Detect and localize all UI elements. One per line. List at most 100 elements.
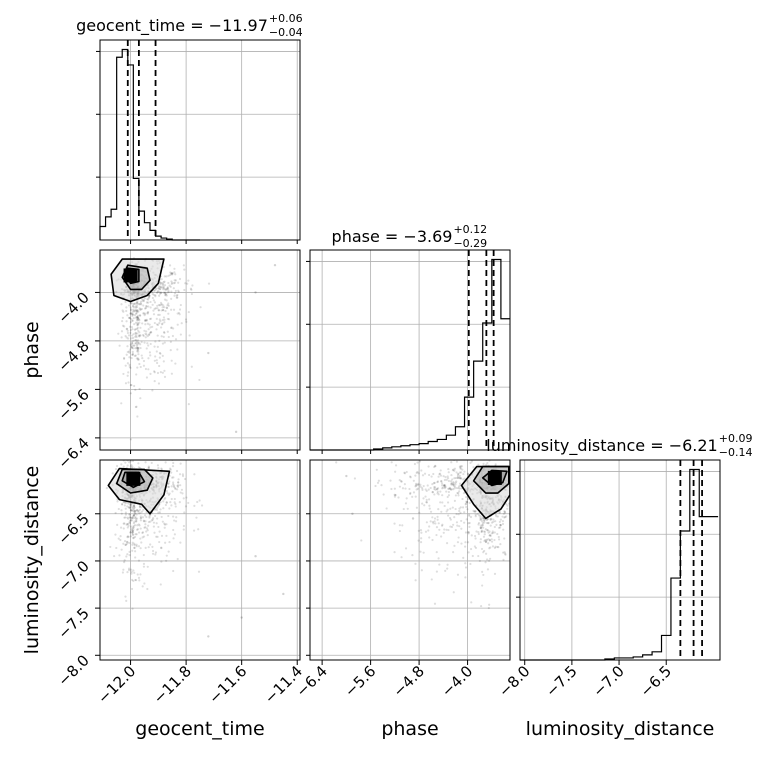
scatter-point bbox=[446, 501, 450, 504]
scatter-point bbox=[170, 485, 173, 488]
scatter-point bbox=[161, 318, 164, 322]
scatter-point bbox=[177, 289, 180, 292]
scatter-point bbox=[164, 294, 167, 297]
scatter-point bbox=[437, 522, 440, 525]
scatter-point bbox=[481, 523, 484, 526]
scatter-point bbox=[487, 521, 490, 525]
scatter-point bbox=[187, 501, 190, 505]
scatter-point bbox=[137, 466, 140, 469]
scatter-point bbox=[160, 291, 163, 294]
scatter-point bbox=[133, 535, 137, 539]
scatter-point bbox=[140, 340, 143, 344]
scatter-point bbox=[133, 457, 135, 459]
scatter-point bbox=[401, 487, 405, 490]
scatter-point bbox=[151, 296, 154, 300]
scatter-point bbox=[459, 476, 462, 480]
scatter-point bbox=[485, 539, 488, 542]
scatter-point bbox=[124, 516, 127, 519]
scatter-point bbox=[488, 534, 491, 537]
scatter-point bbox=[162, 291, 166, 294]
scatter-point bbox=[447, 479, 451, 483]
scatter-point bbox=[480, 530, 483, 534]
scatter-point bbox=[163, 331, 166, 335]
scatter-point bbox=[436, 487, 440, 490]
scatter-point bbox=[176, 348, 179, 351]
scatter-point bbox=[398, 478, 401, 482]
scatter-point bbox=[158, 351, 161, 355]
scatter-point bbox=[456, 474, 459, 478]
scatter-point bbox=[157, 309, 161, 312]
scatter-point bbox=[156, 334, 159, 337]
scatter-point bbox=[482, 526, 485, 529]
scatter-point bbox=[451, 488, 455, 491]
scatter-point bbox=[130, 568, 133, 571]
scatter-point bbox=[125, 542, 128, 545]
scatter-point bbox=[439, 490, 442, 493]
scatter-point bbox=[461, 497, 464, 501]
scatter-point bbox=[134, 518, 138, 521]
scatter-point bbox=[131, 328, 134, 331]
scatter-point bbox=[446, 567, 449, 570]
scatter-point bbox=[136, 321, 139, 325]
scatter-point bbox=[481, 524, 484, 527]
scatter-point bbox=[514, 488, 516, 490]
scatter-point bbox=[480, 529, 483, 532]
scatter-point bbox=[161, 286, 164, 289]
scatter-point bbox=[453, 544, 456, 547]
scatter-point bbox=[447, 490, 450, 494]
scatter-point bbox=[434, 464, 437, 467]
scatter-point bbox=[130, 340, 134, 343]
scatter-point bbox=[162, 500, 165, 503]
scatter-point bbox=[141, 531, 144, 534]
scatter-point bbox=[380, 484, 383, 487]
scatter-point bbox=[127, 517, 130, 520]
scatter-point bbox=[170, 471, 173, 474]
scatter-point bbox=[132, 579, 135, 583]
scatter-point bbox=[173, 267, 176, 270]
scatter-point bbox=[502, 512, 505, 515]
panel-frame bbox=[99, 39, 301, 241]
scatter-point bbox=[160, 560, 163, 563]
scatter-point bbox=[138, 303, 141, 306]
scatter-point bbox=[131, 531, 134, 535]
scatter-point bbox=[134, 578, 137, 582]
scatter-point bbox=[451, 478, 454, 481]
scatter-point bbox=[129, 343, 132, 346]
scatter-point bbox=[141, 298, 144, 301]
scatter-point bbox=[133, 512, 137, 515]
scatter-point bbox=[485, 558, 489, 561]
scatter-outlier-point bbox=[411, 517, 415, 520]
scatter-point bbox=[164, 503, 167, 507]
scatter-point bbox=[171, 281, 174, 284]
scatter-point bbox=[432, 482, 436, 485]
scatter-point bbox=[490, 540, 494, 543]
scatter-point bbox=[157, 303, 161, 307]
scatter-point bbox=[121, 309, 124, 312]
scatter-point bbox=[403, 471, 406, 474]
scatter-point bbox=[453, 477, 456, 480]
scatter-point bbox=[129, 438, 132, 441]
scatter-point bbox=[139, 302, 143, 305]
title-luminosity_distance-upper-error: +0.09 bbox=[719, 432, 753, 445]
scatter-point bbox=[168, 540, 171, 544]
scatter-point bbox=[506, 507, 509, 510]
scatter-point bbox=[132, 453, 134, 455]
scatter-point bbox=[138, 331, 141, 334]
scatter-point bbox=[517, 511, 519, 513]
scatter-points-layer bbox=[105, 257, 519, 638]
scatter-point bbox=[198, 378, 201, 382]
scatter-point bbox=[134, 331, 137, 334]
scatter-point bbox=[174, 520, 178, 523]
scatter-point bbox=[139, 515, 142, 518]
scatter-point bbox=[487, 606, 490, 610]
scatter-point bbox=[452, 482, 455, 485]
title-luminosity_distance-lower-error: −0.14 bbox=[719, 446, 753, 459]
scatter-point bbox=[459, 466, 462, 469]
scatter-point bbox=[152, 517, 155, 520]
scatter-point bbox=[170, 504, 173, 507]
scatter-point bbox=[483, 549, 486, 553]
scatter-point bbox=[442, 531, 445, 534]
scatter-point bbox=[195, 516, 198, 519]
scatter-point bbox=[129, 383, 133, 387]
scatter-point bbox=[130, 509, 133, 512]
